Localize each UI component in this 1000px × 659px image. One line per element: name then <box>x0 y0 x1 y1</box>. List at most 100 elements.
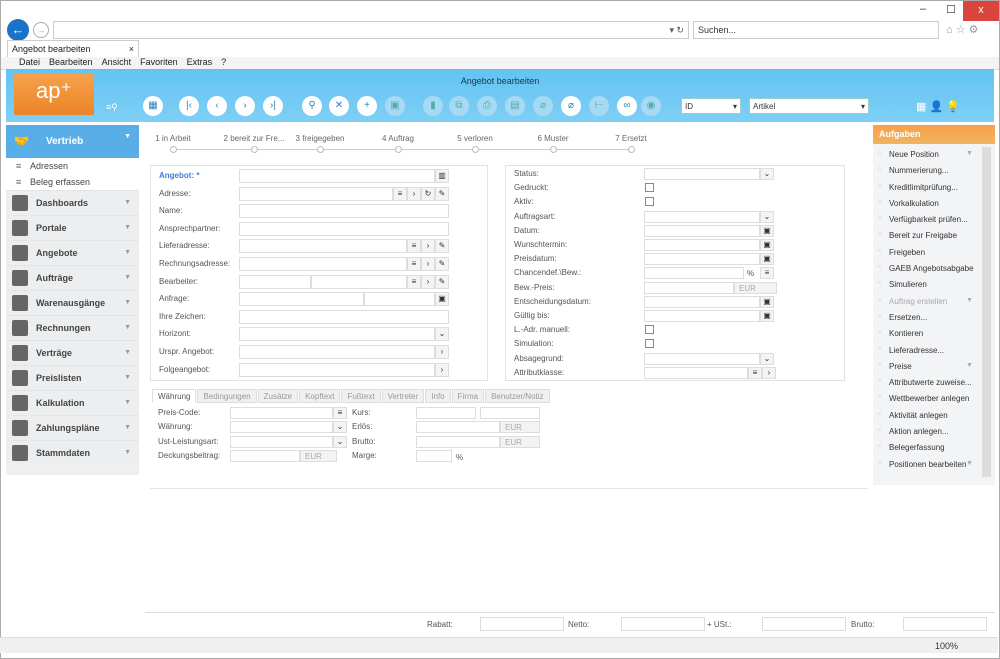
refresh-icon[interactable]: ↻ <box>421 186 435 201</box>
task-item[interactable]: Kontieren <box>873 326 995 342</box>
edit-icon[interactable]: ✎ <box>435 257 449 271</box>
preview-icon[interactable]: ▤ <box>505 96 525 116</box>
sidebar-header-vertrieb[interactable]: 🤝 Vertrieb ▼ <box>6 125 139 158</box>
list-icon[interactable]: ≡ <box>760 267 774 280</box>
sidebar-item[interactable]: Rechnungen ▼ <box>6 315 139 340</box>
calendar-icon[interactable]: ▣ <box>435 292 449 307</box>
field-input[interactable] <box>239 274 311 289</box>
menu-item[interactable]: Bearbeiten <box>49 57 93 67</box>
field-input[interactable] <box>416 407 476 419</box>
link-icon[interactable]: ∞ <box>617 96 637 116</box>
step-dot[interactable] <box>251 146 258 153</box>
field-input[interactable] <box>480 407 540 419</box>
sidebar-item[interactable]: Zahlungspläne ▼ <box>6 415 139 440</box>
task-item[interactable]: Vorkalkulation <box>873 196 995 212</box>
step-label[interactable]: 1 in Arbeit <box>155 134 191 143</box>
type-select[interactable]: Artikel ▾ <box>749 98 869 114</box>
copy-icon[interactable]: ⧉ <box>449 96 469 116</box>
task-item[interactable]: Aktivität anlegen <box>873 408 995 424</box>
sidebar-item[interactable]: Aufträge ▼ <box>6 265 139 290</box>
field-input[interactable] <box>239 345 435 359</box>
barcode-icon[interactable]: ▥ <box>435 169 449 183</box>
tab-benutzernotiz[interactable]: Benutzer/Notiz <box>485 389 550 403</box>
task-item[interactable]: Positionen bearbeiten▼ <box>873 457 995 473</box>
dropdown-icon[interactable]: ⌄ <box>333 435 347 448</box>
field-input[interactable] <box>239 327 435 342</box>
task-item[interactable]: Ersetzen... <box>873 310 995 326</box>
chevron-right-icon[interactable]: › <box>421 274 435 289</box>
checkbox[interactable] <box>645 183 654 193</box>
next-icon[interactable]: › <box>235 96 255 116</box>
sidebar-item[interactable]: Angebote ▼ <box>6 240 139 265</box>
browser-tab[interactable]: Angebot bearbeiten × <box>7 40 139 57</box>
tab-close-icon[interactable]: × <box>128 44 134 54</box>
tab-firma[interactable]: Firma <box>451 389 485 403</box>
field-input[interactable] <box>239 257 407 271</box>
step-label[interactable]: 7 Ersetzt <box>615 134 647 143</box>
field-input[interactable] <box>644 168 760 180</box>
field-input[interactable] <box>644 239 760 251</box>
sidebar-item[interactable]: Portale ▼ <box>6 215 139 240</box>
menu-item[interactable]: ? <box>221 57 227 67</box>
chevron-right-icon[interactable]: › <box>435 362 449 377</box>
chevron-right-icon[interactable]: › <box>421 239 435 254</box>
dropdown-icon[interactable]: ⌄ <box>760 352 774 365</box>
search-input[interactable]: Suchen... <box>693 21 939 39</box>
step-dot[interactable] <box>317 146 324 153</box>
menu-item[interactable]: Datei <box>19 57 41 67</box>
step-dot[interactable] <box>628 146 635 153</box>
task-item[interactable]: Nummerierung... <box>873 163 995 179</box>
chevron-right-icon[interactable]: › <box>435 345 449 359</box>
tab-vertreter[interactable]: Vertreter <box>381 389 425 403</box>
prev-icon[interactable]: ‹ <box>207 96 227 116</box>
sidebar-item[interactable]: Dashboards ▼ <box>6 190 139 215</box>
step-label[interactable]: 3 freigegeben <box>295 134 345 143</box>
checkbox[interactable] <box>645 339 654 349</box>
tab-kopftext[interactable]: Kopftext <box>299 389 341 403</box>
attach-link-icon[interactable]: ⌀ <box>561 96 581 116</box>
menu-item[interactable]: Extras <box>186 57 213 67</box>
field-input[interactable] <box>644 253 760 266</box>
dropdown-icon[interactable]: ⌄ <box>435 327 449 342</box>
tab-bedingungen[interactable]: Bedingungen <box>197 389 257 403</box>
chevron-right-icon[interactable]: › <box>421 257 435 271</box>
field-input[interactable] <box>239 239 407 254</box>
search-icon[interactable]: ⚲ <box>302 96 322 116</box>
field-input[interactable] <box>644 310 760 322</box>
list-icon[interactable]: ≡ <box>748 366 762 379</box>
dropdown-icon[interactable]: ⌄ <box>333 421 347 434</box>
task-item[interactable]: Aktion anlegen... <box>873 424 995 440</box>
calendar-icon[interactable]: ▣ <box>760 253 774 266</box>
address-bar[interactable]: ▾ ↻ <box>53 21 689 39</box>
calendar-icon[interactable]: ▣ <box>760 295 774 308</box>
field-input[interactable] <box>644 281 734 294</box>
step-label[interactable]: 2 bereit zur Fre... <box>223 134 285 143</box>
sidebar-item[interactable]: Kalkulation ▼ <box>6 390 139 415</box>
user-icons[interactable]: ▦ 👤 💡 <box>916 101 960 113</box>
home-star-gear-icons[interactable]: ⌂ ☆ ⚙ <box>946 24 979 36</box>
checkbox[interactable] <box>645 197 654 207</box>
chevron-right-icon[interactable]: › <box>407 186 421 201</box>
chevron-right-icon[interactable]: › <box>762 366 776 379</box>
sort-select[interactable]: ID ▾ <box>681 98 741 114</box>
task-item[interactable]: Belegerfassung <box>873 440 995 456</box>
calendar-icon[interactable]: ▣ <box>760 239 774 251</box>
tab-fußtext[interactable]: Fußtext <box>341 389 381 403</box>
first-icon[interactable]: |‹ <box>179 96 199 116</box>
minimize-button[interactable]: – <box>919 3 927 15</box>
list-icon[interactable]: ≡ <box>407 257 421 271</box>
dropdown-icon[interactable]: ⌄ <box>760 210 774 223</box>
task-item[interactable]: Kreditlimitprüfung... <box>873 180 995 196</box>
field-input[interactable] <box>644 267 744 280</box>
attach-icon[interactable]: ⌀ <box>533 96 553 116</box>
task-item[interactable]: Wettbewerber anlegen <box>873 391 995 407</box>
field-input[interactable] <box>230 435 333 448</box>
task-item[interactable]: Simulieren <box>873 277 995 293</box>
delete-icon[interactable]: ▮ <box>423 96 443 116</box>
field-input[interactable] <box>311 274 407 289</box>
task-item[interactable]: GAEB Angebotsabgabe <box>873 261 995 277</box>
print-icon[interactable]: ⎙ <box>477 96 497 116</box>
field-input[interactable] <box>644 352 760 365</box>
sidebar-item[interactable]: Stammdaten ▼ <box>6 440 139 465</box>
field-input[interactable] <box>416 435 500 448</box>
